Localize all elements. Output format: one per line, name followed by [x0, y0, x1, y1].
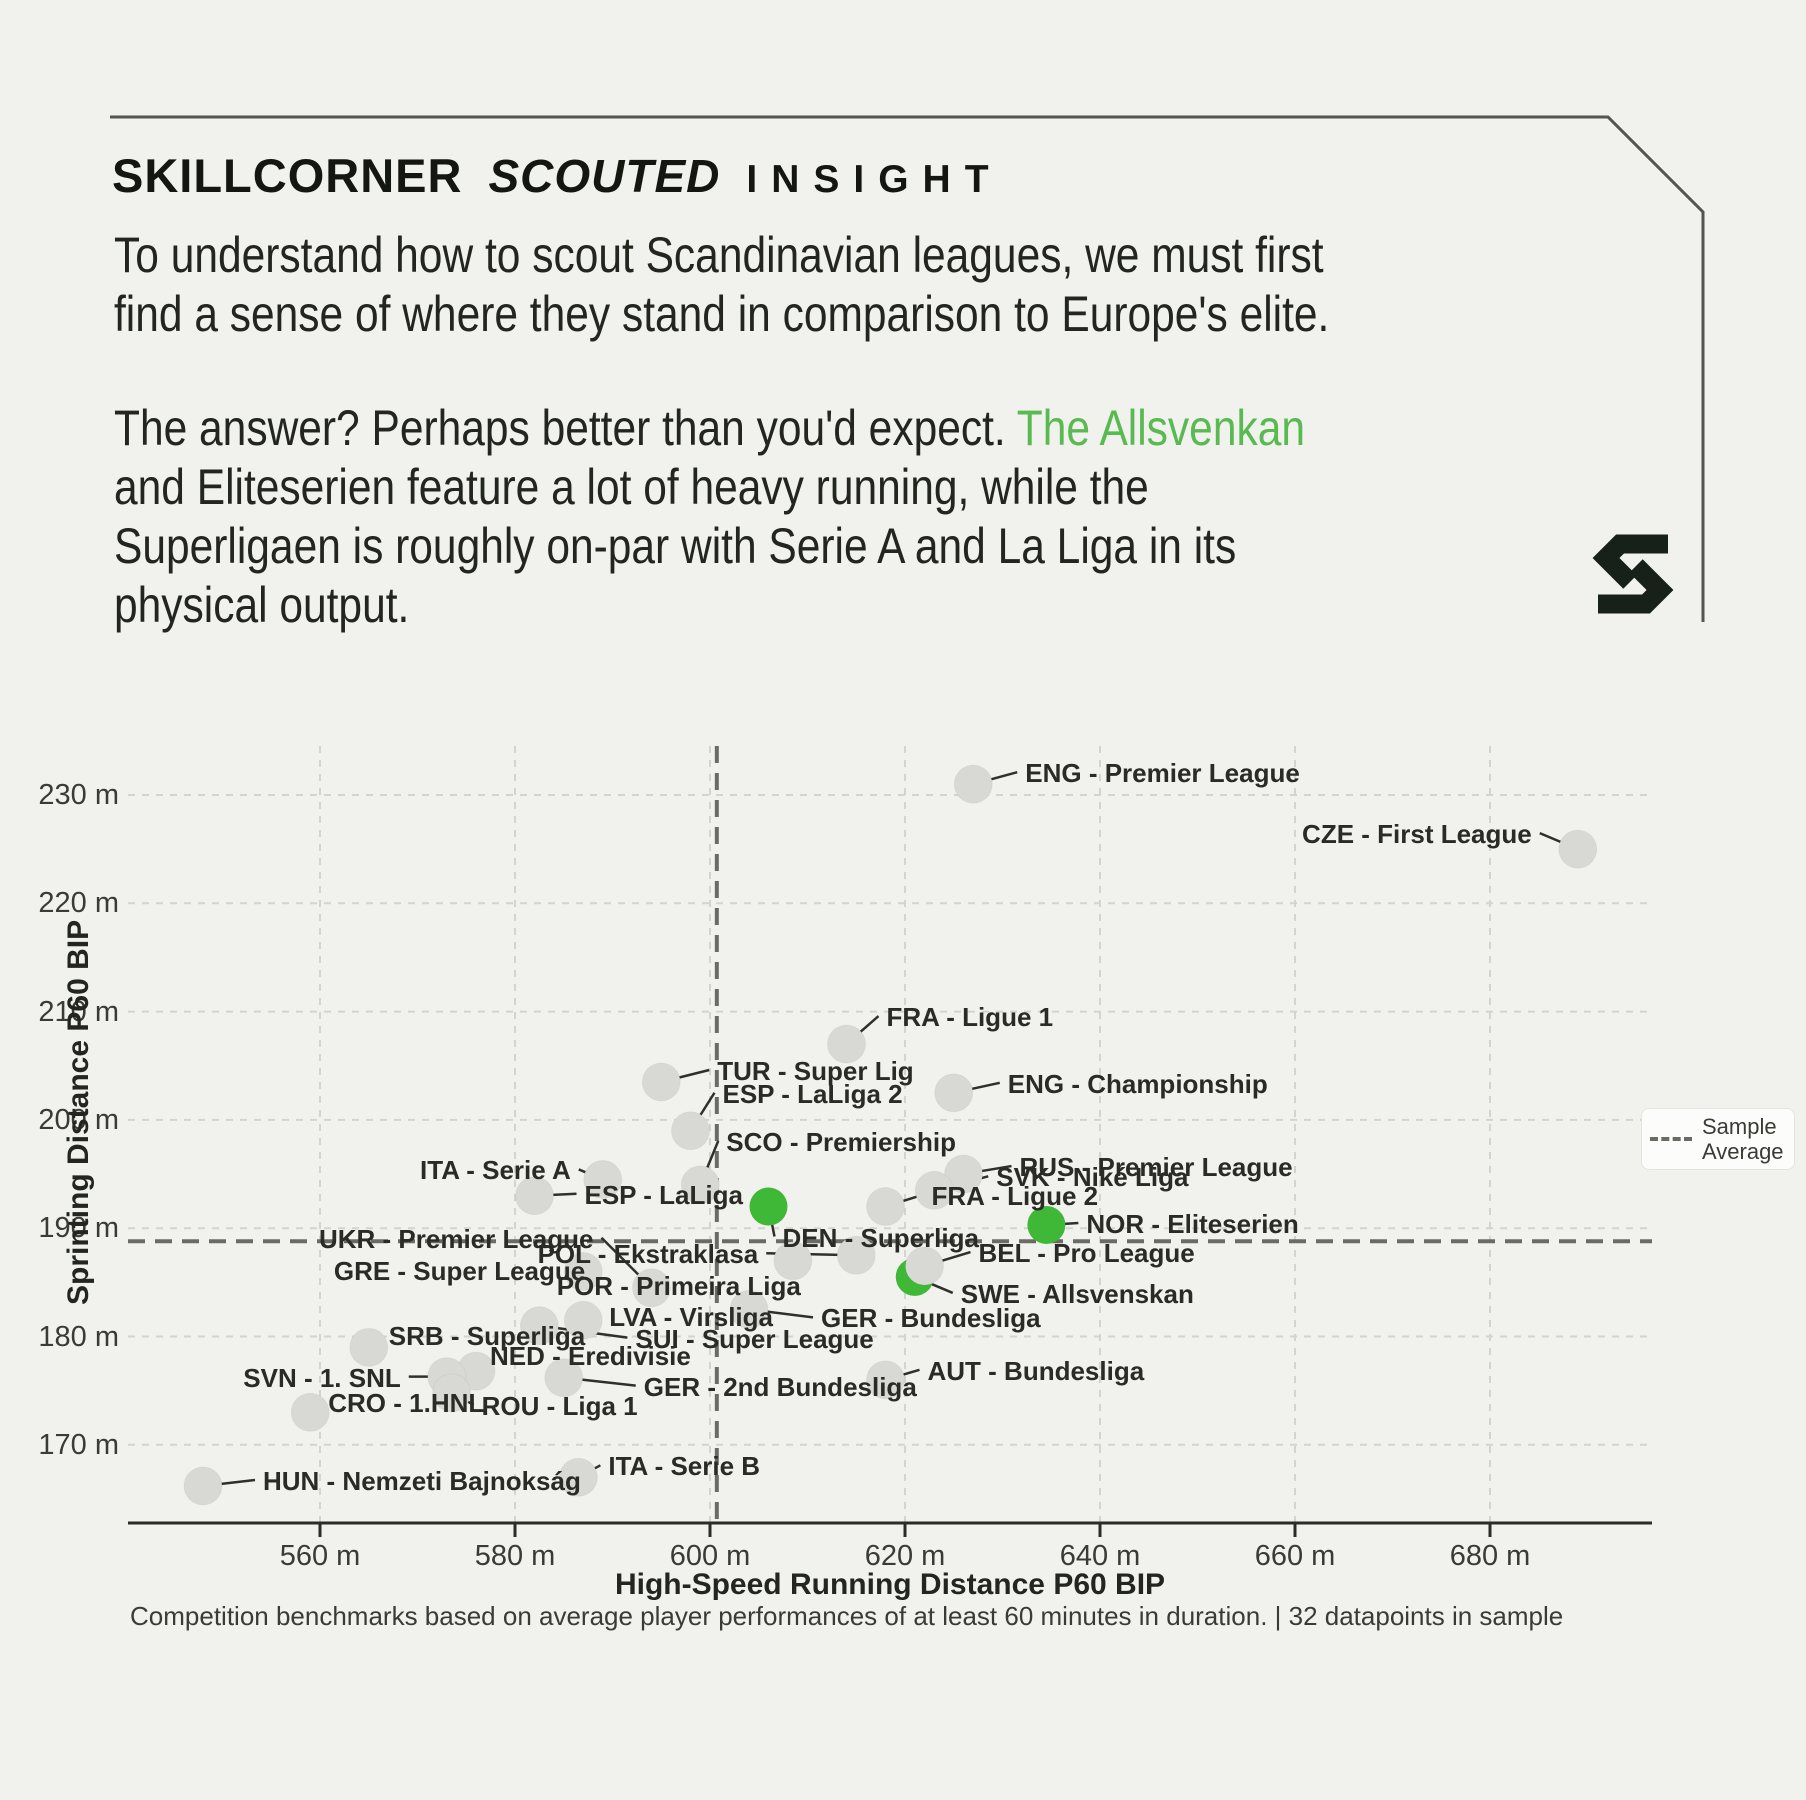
point-label-ITA-Serie-A: ITA - Serie A	[420, 1155, 571, 1186]
point-dot-FRA-Ligue-2	[866, 1187, 905, 1227]
point-label-GER-Bundesliga: GER - Bundesliga	[821, 1303, 1041, 1334]
point-label-GRE-Super-League: GRE - Super League	[333, 1255, 586, 1286]
point-label-SCO-Premiership: SCO - Premiership	[726, 1126, 956, 1157]
point-dot-GRE-Super-League	[563, 1252, 603, 1292]
point-dot-SCO-Premiership	[680, 1165, 720, 1205]
x-tick-label-620: 620 m	[864, 1540, 946, 1572]
header-brand-row: SKILLCORNER SCOUTED INSIGHT	[112, 148, 1003, 203]
point-label-DEN-Superliga: DEN - Superliga	[782, 1222, 979, 1253]
point-dot-AUT-Bundesliga	[866, 1360, 905, 1400]
frame-border	[110, 115, 1705, 622]
point-label-ESP-LaLiga: ESP - LaLiga	[584, 1179, 743, 1210]
point-label-HUN-Nemzeti-Bajnoks-g: HUN - Nemzeti Bajnokság	[263, 1465, 581, 1496]
x-tick-label-660: 660 m	[1254, 1540, 1336, 1572]
point-label-ENG-Championship: ENG - Championship	[1007, 1068, 1268, 1099]
intro-p1-line2: find a sense of where they stand in comp…	[114, 286, 1330, 342]
point-dot-ENG-Championship	[934, 1073, 974, 1113]
y-tick-label-180: 180 m	[38, 1320, 119, 1353]
point-dot-POR-Primeira-Liga	[773, 1241, 813, 1281]
point-label-FRA-Ligue-2: FRA - Ligue 2	[931, 1180, 1099, 1211]
point-dot-BEL-Pro-League	[905, 1246, 944, 1286]
scouted-logo: SCOUTED	[488, 150, 721, 202]
sample-average-legend: Sample Average	[1641, 1108, 1795, 1170]
chart-footnote: Competition benchmarks based on average …	[130, 1601, 1564, 1631]
point-label-SVK-Nik-Liga: SVK - Niké Liga	[996, 1162, 1189, 1193]
point-dot-NOR-Eliteserien	[1027, 1205, 1066, 1244]
point-label-ESP-LaLiga-2: ESP - LaLiga 2	[722, 1078, 903, 1109]
dashed-line-icon	[1650, 1137, 1692, 1141]
insight-label: INSIGHT	[746, 158, 1003, 201]
point-label-RUS-Premier-League: RUS - Premier League	[1019, 1152, 1293, 1183]
intro-p2-line3: Superligaen is roughly on-par with Serie…	[114, 518, 1237, 574]
point-dot-ITA-Serie-B	[558, 1457, 598, 1497]
point-label-FRA-Ligue-1: FRA - Ligue 1	[886, 1002, 1054, 1033]
point-dot-FRA-Ligue-1	[827, 1024, 866, 1064]
y-tick-label-230: 230 m	[38, 779, 119, 811]
intro-p2-line4: physical output.	[114, 577, 410, 633]
intro-paragraph-1: To understand how to scout Scandinavian …	[114, 226, 1329, 344]
point-label-AUT-Bundesliga: AUT - Bundesliga	[927, 1355, 1145, 1386]
x-tick-label-600: 600 m	[669, 1540, 751, 1572]
point-dot-ENG-Premier-League	[953, 764, 993, 804]
point-dot-RUS-Premier-League	[944, 1154, 983, 1194]
point-label-NOR-Eliteserien: NOR - Eliteserien	[1086, 1208, 1299, 1239]
intro-p1-line1: To understand how to scout Scandinavian …	[114, 227, 1324, 283]
intro-paragraph-2: The answer? Perhaps better than you'd ex…	[114, 399, 1305, 635]
y-tick-label-170: 170 m	[38, 1428, 119, 1461]
point-label-UKR-Premier-League: UKR - Premier League	[318, 1223, 594, 1254]
x-tick-label-560: 560 m	[279, 1540, 361, 1572]
skillcorner-logo: SKILLCORNER	[112, 149, 463, 202]
point-label-BEL-Pro-League: BEL - Pro League	[978, 1238, 1195, 1269]
intro-p2-line2: and Eliteserien feature a lot of heavy r…	[114, 459, 1149, 515]
intro-p2-line1: The answer? Perhaps better than you'd ex…	[114, 400, 1305, 456]
point-dot-CRO-1-HNL	[290, 1392, 330, 1432]
point-dot-ITA-Serie-A	[583, 1159, 623, 1199]
point-dot-DEN-Superliga	[749, 1187, 788, 1226]
point-label-ENG-Premier-League: ENG - Premier League	[1025, 758, 1300, 789]
point-label-SUI-Super-League: SUI - Super League	[635, 1323, 874, 1354]
point-dot-GER-2nd-Bundesliga	[544, 1358, 584, 1398]
point-dot-TUR-Super-Lig	[641, 1062, 681, 1102]
point-label-SWE-Allsvenskan: SWE - Allsvenskan	[960, 1278, 1194, 1309]
point-dot-SRB-Superliga	[349, 1327, 389, 1367]
point-dot-SVK-Nik-Liga	[914, 1170, 954, 1210]
point-label-CRO-1-HNL: CRO - 1.HNL	[328, 1388, 485, 1419]
y-axis-title: Sprinting Distance P60 BIP	[62, 919, 95, 1305]
point-label-POR-Primeira-Liga: POR - Primeira Liga	[556, 1270, 801, 1301]
point-label-TUR-Super-Lig: TUR - Super Lig	[717, 1055, 914, 1086]
point-dot-LVA-Virsliga	[563, 1300, 603, 1340]
x-axis-title: High-Speed Running Distance P60 BIP	[614, 1568, 1166, 1601]
x-tick-label-640: 640 m	[1059, 1540, 1141, 1572]
y-tick-label-190: 190 m	[38, 1212, 119, 1245]
scouted-s-icon	[1592, 534, 1674, 614]
point-dot-ROU-Liga-1	[432, 1373, 472, 1413]
legend-label: Sample Average	[1702, 1114, 1784, 1164]
point-label-GER-2nd-Bundesliga: GER - 2nd Bundesliga	[643, 1371, 917, 1402]
point-dot-HUN-Nemzeti-Bajnoks-g	[183, 1466, 223, 1506]
x-tick-label-680: 680 m	[1449, 1540, 1531, 1572]
point-dot-GER-Bundesliga	[729, 1289, 769, 1329]
y-tick-label-210: 210 m	[38, 995, 119, 1028]
point-dot-UKR-Premier-League	[632, 1268, 671, 1308]
x-tick-label-580: 580 m	[474, 1540, 556, 1572]
point-label-SVN-1-SNL: SVN - 1. SNL	[243, 1362, 401, 1393]
point-label-ITA-Serie-B: ITA - Serie B	[608, 1451, 761, 1482]
point-dot-ESP-LaLiga-2	[671, 1111, 710, 1151]
y-tick-label-200: 200 m	[38, 1103, 119, 1136]
point-label-CZE-First-League: CZE - First League	[1302, 819, 1532, 850]
point-label-SRB-Superliga: SRB - Superliga	[388, 1321, 586, 1352]
point-dot-CZE-First-League	[1558, 829, 1598, 869]
point-dot-POL-Ekstraklasa	[836, 1235, 876, 1275]
point-label-LVA-Virsliga: LVA - Virsliga	[609, 1302, 773, 1333]
point-label-ROU-Liga-1: ROU - Liga 1	[481, 1390, 638, 1421]
point-dot-SUI-Super-League	[519, 1306, 559, 1346]
point-label-POL-Ekstraklasa: POL - Ekstraklasa	[537, 1239, 759, 1270]
y-tick-label-220: 220 m	[38, 887, 119, 920]
point-label-NED-Eredivisie: NED - Eredivisie	[490, 1341, 691, 1372]
point-dot-ESP-LaLiga	[515, 1176, 554, 1216]
